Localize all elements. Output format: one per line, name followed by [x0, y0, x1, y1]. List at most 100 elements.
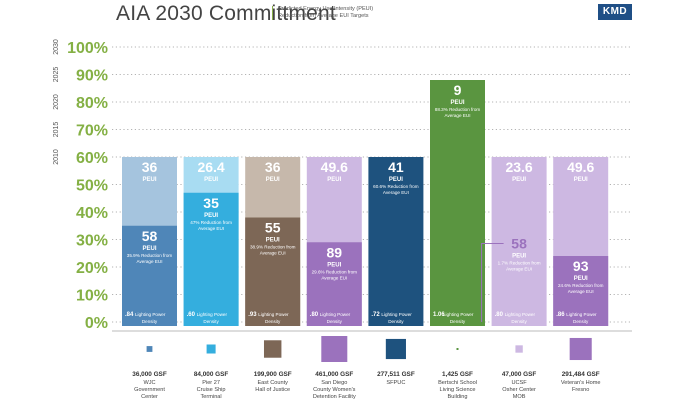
upper-peui-value: 49.6: [567, 159, 594, 175]
year-tick-label: 2030: [53, 39, 60, 55]
lpd-value: .80: [495, 312, 504, 318]
kmd-logo: KMD: [598, 4, 632, 20]
lower-reduction-text: Average EUI: [506, 267, 532, 272]
y-tick-label: 40%: [76, 205, 108, 222]
lower-peui-label: PEUI: [512, 254, 526, 260]
bar-lower: [553, 256, 609, 326]
lpd-value: .93: [248, 312, 257, 318]
bar-lower: [306, 242, 362, 326]
upper-peui-label: PEUI: [512, 177, 526, 183]
upper-peui-value: 23.6: [505, 159, 532, 175]
project-name: Veteran's Home: [561, 380, 601, 386]
y-tick-label: 20%: [76, 260, 108, 277]
upper-peui-label: PEUI: [389, 177, 403, 183]
project-name: San Diego: [321, 380, 347, 386]
y-tick-label: 30%: [76, 233, 108, 250]
upper-peui-value: 36: [142, 159, 158, 175]
project-gsf: 291,484 GSF: [562, 371, 600, 378]
lpd-text-1: Lighting Power: [505, 312, 536, 317]
y-tick-label: 10%: [76, 288, 108, 305]
project-name: Cruise Ship: [197, 387, 226, 393]
bar-lower: [122, 225, 177, 326]
project-name: Detention Facility: [313, 394, 356, 400]
size-square: [321, 336, 348, 362]
size-square: [206, 344, 216, 354]
upper-peui-label: PEUI: [327, 177, 341, 183]
title-note-line2: Reduction from Average EUI Targets: [278, 13, 369, 19]
lpd-value: .72: [371, 312, 380, 318]
lpd-text-2: Density: [388, 319, 404, 324]
lower-peui-label: PEUI: [574, 276, 588, 282]
lpd-text-2: Density: [450, 319, 466, 324]
year-tick-label: 2015: [53, 122, 60, 138]
lpd-value: .60: [187, 312, 196, 318]
lpd-value: .80: [310, 312, 319, 318]
upper-peui-label: PEUI: [266, 177, 280, 183]
project-name: Bertschi School: [438, 380, 477, 386]
y-tick-label: 0%: [85, 315, 108, 332]
upper-peui-label: PEUI: [574, 177, 588, 183]
lower-peui-label: PEUI: [327, 262, 341, 268]
y-tick-label: 80%: [76, 95, 108, 112]
lower-reduction-text: 38.9% Reduction from: [250, 245, 296, 250]
project-name: WJC: [143, 380, 155, 386]
year-tick-label: 2025: [53, 67, 60, 83]
upper-peui-value: 41: [388, 159, 404, 175]
lpd-text-1: Lighting Power: [135, 312, 166, 317]
lower-peui-label: PEUI: [266, 238, 280, 244]
size-square: [263, 340, 282, 358]
project-gsf: 461,000 GSF: [315, 371, 353, 378]
lower-reduction-text: 47% Reduction from: [190, 220, 232, 225]
project-gsf: 84,000 GSF: [194, 371, 229, 378]
upper-peui-value: 49.6: [321, 159, 348, 175]
upper-reduction-text: 88.3% Reduction from: [435, 107, 481, 112]
project-gsf: 199,900 GSF: [254, 371, 292, 378]
lpd-text-1: Lighting Power: [320, 312, 351, 317]
lower-reduction-text: 24.6% Reduction from: [558, 283, 604, 288]
upper-peui-label: PEUI: [142, 177, 156, 183]
project-name: County Women's: [313, 387, 356, 393]
lower-peui-value: 93: [573, 258, 589, 274]
bar-upper: [491, 157, 547, 326]
lpd-value: 1.06: [433, 312, 445, 318]
upper-reduction-text: Average EUI: [383, 190, 409, 195]
lpd-value: .86: [556, 312, 565, 318]
project-name: Building: [448, 394, 468, 400]
project-name: East County: [257, 380, 288, 386]
project-name: Center: [141, 394, 158, 400]
project-name: Government: [134, 387, 165, 393]
size-square: [456, 348, 459, 350]
project-gsf: 36,000 GSF: [132, 371, 167, 378]
upper-peui-value: 9: [454, 82, 462, 98]
project-name: Pier 27: [202, 380, 220, 386]
lpd-text-1: Lighting Power: [258, 312, 289, 317]
y-tick-label: 70%: [76, 123, 108, 140]
lpd-text-1: Lighting Power: [566, 312, 597, 317]
project-gsf: 1,425 GSF: [442, 371, 473, 378]
upper-peui-value: 26.4: [197, 159, 224, 175]
lpd-text-1: Lighting Power: [381, 312, 412, 317]
lower-reduction-text: Average EUI: [198, 226, 224, 231]
project-gsf: 47,000 GSF: [502, 371, 537, 378]
lpd-text-2: Density: [142, 319, 158, 324]
year-tick-label: 2020: [53, 94, 60, 110]
lpd-text-2: Density: [511, 319, 527, 324]
lpd-text-2: Density: [327, 319, 343, 324]
upper-peui-label: PEUI: [450, 100, 464, 106]
project-name: Hall of Justice: [255, 387, 290, 393]
lower-peui-value: 55: [265, 220, 281, 236]
project-name: MOB: [513, 394, 526, 400]
lpd-value: .84: [125, 312, 134, 318]
upper-reduction-text: Average EUI: [445, 113, 471, 118]
title-note: Predicted Energy Use Intensity (PEUI) Re…: [272, 6, 373, 20]
lower-reduction-text: Average EUI: [260, 251, 286, 256]
year-tick-label: 2010: [53, 149, 60, 165]
project-gsf: 277,511 GSF: [377, 371, 415, 378]
size-square: [515, 345, 523, 353]
project-name: Osher Center: [502, 387, 536, 393]
lower-peui-label: PEUI: [142, 246, 156, 252]
lower-peui-value: 58: [142, 228, 158, 244]
project-name: Terminal: [201, 394, 222, 400]
lpd-text-2: Density: [573, 319, 589, 324]
